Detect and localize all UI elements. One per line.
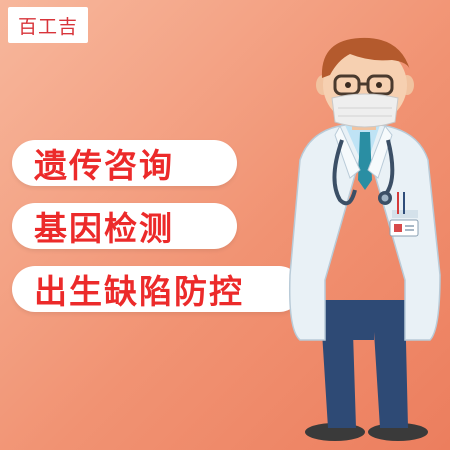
- pill-label: 遗传咨询: [34, 146, 174, 185]
- service-pill-birth-defect-prevention: 出生缺陷防控: [12, 266, 302, 312]
- coat-collar: [334, 124, 393, 179]
- doctor-illustration: [288, 37, 441, 441]
- pill-label: 基因检测: [34, 209, 174, 248]
- face-mask: [331, 93, 399, 128]
- pill-label: 出生缺陷防控: [34, 272, 244, 311]
- service-pill-gene-testing: 基因检测: [12, 203, 237, 249]
- tie: [358, 132, 372, 190]
- trousers: [320, 300, 408, 428]
- brand-logo: 百工吉: [8, 7, 88, 43]
- hair: [321, 37, 410, 78]
- lab-coat: [288, 124, 441, 341]
- brand-name: 百工吉: [17, 15, 78, 38]
- service-pill-genetic-counseling: 遗传咨询: [12, 140, 237, 186]
